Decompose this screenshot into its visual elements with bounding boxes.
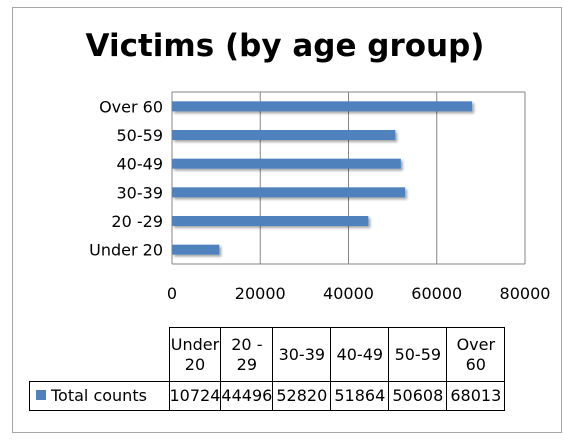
x-tick-label: 80000 (500, 284, 551, 303)
table-cell-40-49: 51864 (330, 381, 390, 411)
x-tick-label: 60000 (411, 284, 462, 303)
bar-50-59 (172, 130, 396, 140)
chart-title: Victims (by age group) (85, 28, 485, 64)
bar-20-29 (172, 216, 369, 226)
bars (172, 101, 473, 255)
table-cell-50-59: 50608 (388, 381, 448, 411)
category-label: 30-39 (117, 183, 164, 202)
data-table: Under 20 20 - 29 30-39 40-49 50-59 Over … (29, 327, 506, 411)
category-label: 20 -29 (111, 212, 163, 231)
x-tick-label: 20000 (235, 284, 286, 303)
bar-40-49 (172, 158, 401, 169)
table-header-50-59: 50-59 (388, 327, 448, 382)
legend-label: Total counts (51, 386, 147, 405)
table-cell-20-29: 44496 (220, 381, 274, 411)
legend-swatch (36, 389, 46, 400)
table-corner (29, 327, 170, 382)
category-labels: Under 20 20 -29 30-39 40-49 50-59 Over 60 (89, 97, 163, 259)
legend-entry-total-counts: Total counts (29, 381, 170, 411)
category-label: Over 60 (99, 97, 163, 116)
x-tick-labels: 0 20000 40000 60000 80000 (167, 284, 551, 303)
bar-over-60 (172, 101, 473, 112)
category-label: 50-59 (117, 126, 164, 145)
x-tick-label: 0 (167, 284, 177, 303)
table-header-30-39: 30-39 (272, 327, 332, 382)
table-cell-under-20: 10724 (168, 381, 222, 411)
bar-30-39 (172, 187, 406, 198)
table-header-20-29: 20 - 29 (220, 327, 274, 382)
x-tick-label: 40000 (323, 284, 374, 303)
bar-under-20 (172, 244, 220, 255)
table-cell-30-39: 52820 (272, 381, 332, 411)
table-header-under-20: Under 20 (168, 327, 222, 382)
table-header-over-60: Over 60 (446, 327, 506, 382)
category-label: Under 20 (89, 241, 163, 260)
table-header-40-49: 40-49 (330, 327, 390, 382)
table-cell-over-60: 68013 (446, 381, 506, 411)
grid-lines (171, 91, 526, 265)
category-label: 40-49 (117, 155, 164, 174)
